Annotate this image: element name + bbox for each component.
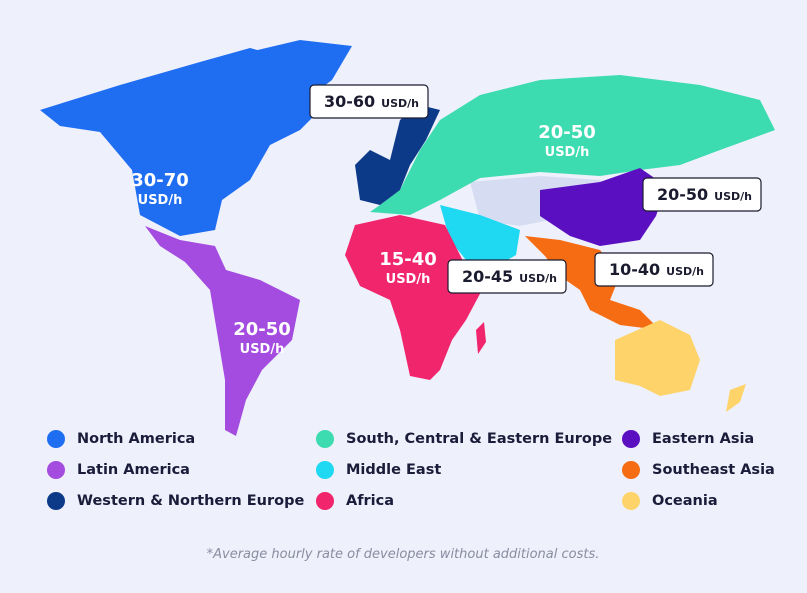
- rate-unit: USD/h: [381, 97, 419, 110]
- region-shape: [370, 75, 775, 215]
- region-shape: [615, 320, 700, 396]
- region-shape: [232, 40, 352, 110]
- rate-label: 30-60: [324, 92, 375, 111]
- region-shape: [145, 226, 300, 436]
- callout-box: [447, 259, 567, 294]
- rate-label: 20-50: [657, 185, 708, 204]
- legend-label: South, Central & Eastern Europe: [346, 431, 612, 447]
- rate-label: 30-70: [131, 170, 189, 191]
- region-shape: [540, 168, 666, 246]
- region-shape: [476, 322, 486, 354]
- rate-label: 20-50: [233, 319, 291, 340]
- legend-label: Oceania: [652, 493, 718, 509]
- legend-dot: [622, 492, 640, 510]
- legend-dot: [316, 492, 334, 510]
- legend-label: North America: [77, 431, 195, 447]
- rate-label: 10-40: [609, 260, 660, 279]
- callout-text: 10-40 USD/h: [609, 260, 704, 279]
- legend-dot: [316, 461, 334, 479]
- region-shape: [726, 384, 746, 412]
- rate-unit: USD/h: [138, 193, 183, 208]
- callout-text: 20-45 USD/h: [462, 267, 557, 286]
- region-shape: [345, 215, 482, 380]
- callout-box: [309, 84, 429, 119]
- legend-dot: [47, 430, 65, 448]
- callout-box: [642, 177, 762, 212]
- callout-text: 20-50 USD/h: [657, 185, 752, 204]
- legend-dot: [47, 461, 65, 479]
- legend-label: Western & Northern Europe: [77, 493, 305, 509]
- rate-unit: USD/h: [714, 190, 752, 203]
- rate-unit: USD/h: [519, 272, 557, 285]
- rate-unit: USD/h: [240, 342, 285, 357]
- legend-dot: [316, 430, 334, 448]
- region-shape: [40, 48, 330, 236]
- rate-label: 20-50: [538, 122, 596, 143]
- region-shape: [355, 105, 440, 205]
- callout-text: 30-60 USD/h: [324, 92, 419, 111]
- rate-label: 15-40: [379, 249, 437, 270]
- legend-label: Latin America: [77, 462, 190, 478]
- rate-label: 20-45: [462, 267, 513, 286]
- legend-dot: [622, 461, 640, 479]
- legend-label: Africa: [346, 493, 394, 509]
- legend-label: Southeast Asia: [652, 462, 775, 478]
- callout-box: [594, 252, 714, 287]
- legend-dot: [47, 492, 65, 510]
- legend-label: Eastern Asia: [652, 431, 754, 447]
- rate-unit: USD/h: [666, 265, 704, 278]
- rate-unit: USD/h: [386, 272, 431, 287]
- footnote: *Average hourly rate of developers witho…: [207, 547, 600, 562]
- legend-label: Middle East: [346, 462, 441, 478]
- legend-dot: [622, 430, 640, 448]
- region-shape: [440, 205, 520, 270]
- rate-unit: USD/h: [545, 145, 590, 160]
